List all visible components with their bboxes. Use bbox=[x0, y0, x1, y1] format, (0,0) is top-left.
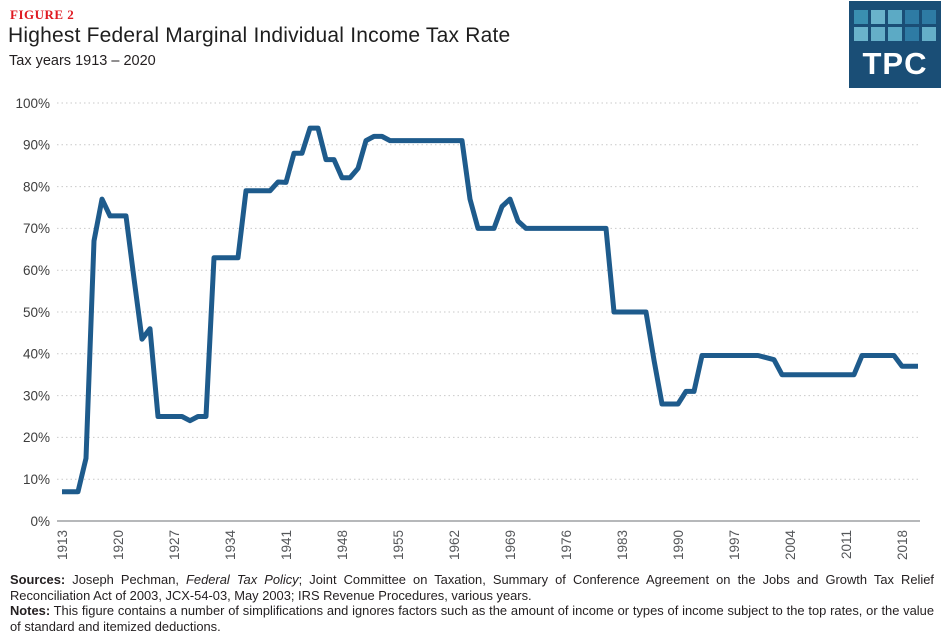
y-tick-label: 70% bbox=[23, 221, 50, 236]
chart-area: 0% 10% 20% 30% 40% 50% 60% 70% 80% 90% 100% 1913 192… bbox=[0, 90, 944, 568]
tpc-logo: TPC bbox=[849, 1, 941, 88]
x-tick-label: 1941 bbox=[279, 530, 294, 560]
y-tick-label: 80% bbox=[23, 179, 50, 194]
page-title: Highest Federal Marginal Individual Inco… bbox=[8, 24, 511, 47]
x-tick-label: 1990 bbox=[671, 530, 686, 560]
figure-header: FIGURE 2 Highest Federal Marginal Indivi… bbox=[0, 0, 944, 90]
logo-square-icon bbox=[888, 27, 902, 41]
x-tick-label: 1962 bbox=[447, 530, 462, 560]
logo-square-icon bbox=[922, 10, 936, 24]
y-tick-label: 60% bbox=[23, 263, 50, 278]
x-tick-label: 1969 bbox=[503, 530, 518, 560]
y-tick-label: 100% bbox=[15, 96, 50, 111]
notes-label: Notes: bbox=[10, 603, 51, 619]
page-subtitle: Tax years 1913 – 2020 bbox=[9, 53, 156, 69]
x-tick-label: 1920 bbox=[111, 530, 126, 560]
sources-italic-title: Federal Tax Policy bbox=[186, 572, 299, 587]
logo-square-icon bbox=[854, 10, 868, 24]
x-tick-label: 2011 bbox=[839, 530, 854, 559]
y-tick-label: 30% bbox=[23, 388, 50, 403]
tax-rate-line bbox=[62, 125, 918, 495]
notes-text: This figure contains a number of simplif… bbox=[10, 603, 934, 635]
y-tick-label: 90% bbox=[23, 138, 50, 153]
figure-number-label: FIGURE 2 bbox=[10, 7, 75, 22]
y-tick-label: 50% bbox=[23, 305, 50, 320]
x-tick-label: 1948 bbox=[335, 530, 350, 560]
y-tick-label: 20% bbox=[23, 430, 50, 445]
x-tick-label: 1976 bbox=[559, 530, 574, 560]
logo-square-icon bbox=[888, 10, 902, 24]
y-tick-label: 0% bbox=[30, 514, 50, 529]
x-tick-label: 2018 bbox=[895, 530, 910, 560]
sources-text-2: ; Joint Committee on Taxation, Summary o… bbox=[10, 572, 934, 603]
x-tick-label: 1934 bbox=[223, 530, 238, 561]
x-tick-label: 1955 bbox=[391, 530, 406, 560]
logo-square-icon bbox=[871, 10, 885, 24]
logo-square-icon bbox=[854, 27, 868, 41]
logo-square-icon bbox=[871, 27, 885, 41]
sources-label: Sources: bbox=[10, 572, 66, 587]
y-tick-label: 10% bbox=[23, 472, 50, 487]
y-tick-label: 40% bbox=[23, 347, 50, 362]
x-tick-label: 1997 bbox=[727, 530, 742, 560]
notes-paragraph: Notes: This figure contains a number of … bbox=[10, 603, 934, 634]
logo-square-icon bbox=[922, 27, 936, 41]
tpc-logo-text: TPC bbox=[862, 46, 928, 81]
logo-square-icon bbox=[905, 27, 919, 41]
figure-footer: Sources: Joseph Pechman, Federal Tax Pol… bbox=[0, 568, 944, 635]
sources-paragraph: Sources: Joseph Pechman, Federal Tax Pol… bbox=[10, 572, 934, 603]
x-tick-label: 1913 bbox=[55, 530, 70, 560]
x-tick-label: 1983 bbox=[615, 530, 630, 560]
x-tick-label: 1927 bbox=[167, 530, 182, 560]
tpc-logo-squares-icon bbox=[854, 1, 936, 41]
tax-rate-chart: 0% 10% 20% 30% 40% 50% 60% 70% 80% 90% 100% 1913 192… bbox=[15, 96, 920, 561]
x-tick-label: 2004 bbox=[783, 530, 798, 561]
logo-square-icon bbox=[905, 10, 919, 24]
sources-text-1: Joseph Pechman, bbox=[65, 572, 187, 587]
